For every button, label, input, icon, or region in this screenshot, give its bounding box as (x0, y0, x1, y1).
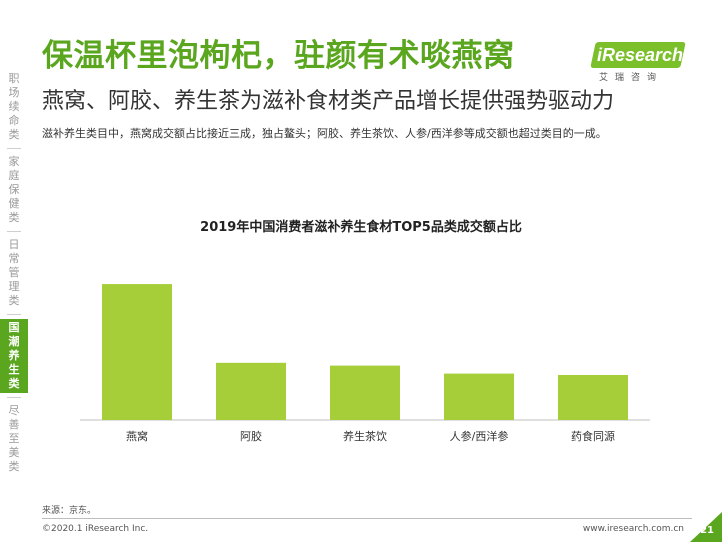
bar-4 (444, 373, 514, 420)
page-title: 保温杯里泡枸杞，驻颜有术啖燕窝 (42, 38, 515, 74)
nav-item-2[interactable]: 家庭保健类 (8, 155, 20, 224)
x-tick-label-3: 养生茶饮 (343, 429, 387, 443)
iresearch-logo: iResearch 艾瑞咨询 (590, 42, 686, 90)
page-description: 滋补养生类目中，燕窝成交额占比接近三成，独占鳌头；阿胶、养生茶饮、人参/西洋参等… (42, 127, 607, 140)
website-link[interactable]: www.iresearch.com.cn (582, 524, 684, 534)
nav-item-3[interactable]: 日常管理类 (8, 238, 20, 307)
nav-separator (7, 231, 21, 232)
logo-cn-text: 艾瑞咨询 (599, 73, 664, 83)
nav-separator (7, 148, 21, 149)
x-tick-label-2: 阿胶 (240, 429, 262, 443)
page-corner-decoration (690, 512, 722, 542)
copyright-text: ©2020.1 iResearch Inc. (42, 524, 149, 534)
x-tick-label-5: 药食同源 (571, 429, 615, 443)
bar-5 (558, 375, 628, 420)
x-tick-label-4: 人参/西洋参 (450, 429, 509, 443)
nav-item-5[interactable]: 尽善至美类 (8, 404, 20, 473)
nav-item-4[interactable]: 国潮养生类 (0, 319, 28, 393)
page-subtitle: 燕窝、阿胶、养生茶为滋补食材类产品增长提供强势驱动力 (42, 89, 615, 114)
nav-separator (7, 314, 21, 315)
bar-1 (102, 284, 172, 420)
chart-title: 2019年中国消费者滋补养生食材TOP5品类成交额占比 (200, 220, 522, 235)
bar-3 (330, 365, 400, 420)
x-tick-label-1: 燕窝 (126, 429, 148, 443)
side-nav: 职场续命类家庭保健类日常管理类国潮养生类尽善至美类 (0, 70, 28, 510)
bar-2 (216, 362, 286, 420)
page-number: 21 (700, 525, 714, 536)
footer-divider (42, 518, 692, 519)
source-note: 来源：京东。 (42, 506, 97, 516)
nav-item-1[interactable]: 职场续命类 (8, 72, 20, 141)
nav-separator (7, 397, 21, 398)
bar-chart: 燕窝 阿胶 养生茶饮 人参/西洋参 药食同源 (80, 284, 650, 443)
logo-brand-text: iResearch (597, 45, 684, 65)
